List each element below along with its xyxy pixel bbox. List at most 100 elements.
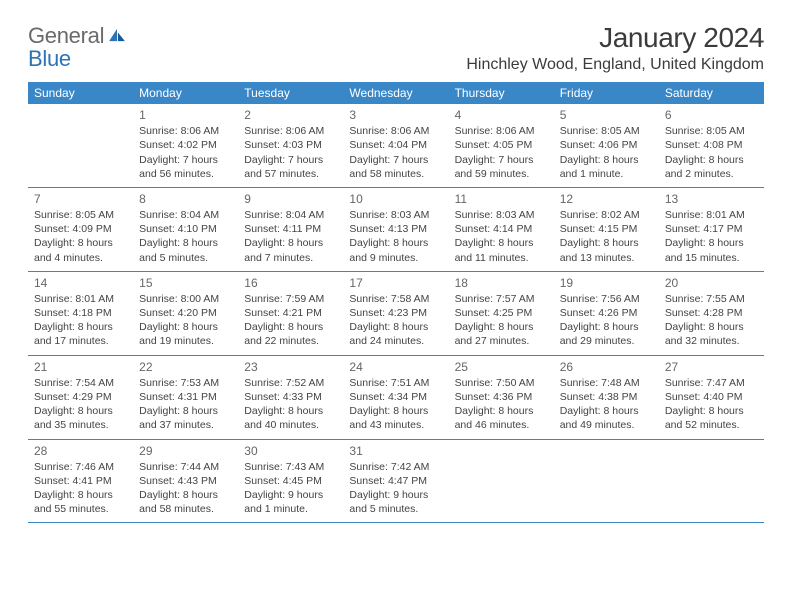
calendar-day-cell: 11Sunrise: 8:03 AMSunset: 4:14 PMDayligh… — [449, 187, 554, 271]
calendar-week-row: 28Sunrise: 7:46 AMSunset: 4:41 PMDayligh… — [28, 439, 764, 523]
day-detail-line: and 32 minutes. — [665, 334, 758, 348]
calendar-day-cell: 17Sunrise: 7:58 AMSunset: 4:23 PMDayligh… — [343, 271, 448, 355]
day-detail-line: Daylight: 8 hours — [455, 404, 548, 418]
day-detail-line: Sunset: 4:29 PM — [34, 390, 127, 404]
calendar-day-cell: 5Sunrise: 8:05 AMSunset: 4:06 PMDaylight… — [554, 104, 659, 187]
day-detail-line: Daylight: 8 hours — [139, 236, 232, 250]
day-detail-line: and 57 minutes. — [244, 167, 337, 181]
calendar-day-cell: 23Sunrise: 7:52 AMSunset: 4:33 PMDayligh… — [238, 355, 343, 439]
day-detail-line: Sunset: 4:08 PM — [665, 138, 758, 152]
day-number: 5 — [560, 107, 653, 123]
day-detail-line: and 15 minutes. — [665, 251, 758, 265]
calendar-day-cell: 28Sunrise: 7:46 AMSunset: 4:41 PMDayligh… — [28, 439, 133, 523]
day-detail-line: Sunrise: 7:52 AM — [244, 376, 337, 390]
day-detail-line: Sunset: 4:18 PM — [34, 306, 127, 320]
calendar-day-cell — [554, 439, 659, 523]
day-detail-line: and 19 minutes. — [139, 334, 232, 348]
weekday-header: Thursday — [449, 82, 554, 104]
day-number: 11 — [455, 191, 548, 207]
calendar-day-cell: 22Sunrise: 7:53 AMSunset: 4:31 PMDayligh… — [133, 355, 238, 439]
day-detail-line: Daylight: 8 hours — [34, 320, 127, 334]
calendar-day-cell: 1Sunrise: 8:06 AMSunset: 4:02 PMDaylight… — [133, 104, 238, 187]
day-detail-line: and 11 minutes. — [455, 251, 548, 265]
day-detail-line: Sunset: 4:23 PM — [349, 306, 442, 320]
day-detail-line: Sunset: 4:36 PM — [455, 390, 548, 404]
day-detail-line: Daylight: 8 hours — [244, 404, 337, 418]
day-number: 22 — [139, 359, 232, 375]
day-detail-line: Sunset: 4:04 PM — [349, 138, 442, 152]
day-detail-line: Daylight: 8 hours — [139, 404, 232, 418]
calendar-day-cell: 6Sunrise: 8:05 AMSunset: 4:08 PMDaylight… — [659, 104, 764, 187]
day-number: 3 — [349, 107, 442, 123]
day-detail-line: and 29 minutes. — [560, 334, 653, 348]
day-number: 2 — [244, 107, 337, 123]
day-detail-line: and 27 minutes. — [455, 334, 548, 348]
day-detail-line: and 35 minutes. — [34, 418, 127, 432]
calendar-week-row: 14Sunrise: 8:01 AMSunset: 4:18 PMDayligh… — [28, 271, 764, 355]
day-detail-line: Sunrise: 8:05 AM — [34, 208, 127, 222]
day-detail-line: Daylight: 8 hours — [665, 236, 758, 250]
calendar-day-cell: 14Sunrise: 8:01 AMSunset: 4:18 PMDayligh… — [28, 271, 133, 355]
weekday-header-row: Sunday Monday Tuesday Wednesday Thursday… — [28, 82, 764, 104]
calendar-day-cell: 7Sunrise: 8:05 AMSunset: 4:09 PMDaylight… — [28, 187, 133, 271]
day-detail-line: Daylight: 8 hours — [34, 236, 127, 250]
day-detail-line: Sunrise: 8:05 AM — [665, 124, 758, 138]
day-detail-line: Daylight: 8 hours — [455, 320, 548, 334]
day-detail-line: and 13 minutes. — [560, 251, 653, 265]
title-block: January 2024 Hinchley Wood, England, Uni… — [466, 22, 764, 74]
day-detail-line: Daylight: 7 hours — [244, 153, 337, 167]
day-detail-line: Sunset: 4:14 PM — [455, 222, 548, 236]
day-detail-line: and 55 minutes. — [34, 502, 127, 516]
day-detail-line: Sunset: 4:28 PM — [665, 306, 758, 320]
calendar-day-cell: 8Sunrise: 8:04 AMSunset: 4:10 PMDaylight… — [133, 187, 238, 271]
day-detail-line: Sunrise: 7:48 AM — [560, 376, 653, 390]
day-detail-line: and 40 minutes. — [244, 418, 337, 432]
day-detail-line: Sunrise: 7:47 AM — [665, 376, 758, 390]
day-detail-line: Daylight: 8 hours — [244, 320, 337, 334]
day-detail-line: Sunrise: 7:56 AM — [560, 292, 653, 306]
location: Hinchley Wood, England, United Kingdom — [466, 56, 764, 74]
weekday-header: Monday — [133, 82, 238, 104]
day-number: 10 — [349, 191, 442, 207]
day-detail-line: Sunrise: 8:04 AM — [244, 208, 337, 222]
day-detail-line: Sunset: 4:15 PM — [560, 222, 653, 236]
day-number: 9 — [244, 191, 337, 207]
day-number: 30 — [244, 443, 337, 459]
day-detail-line: Sunset: 4:03 PM — [244, 138, 337, 152]
day-detail-line: Daylight: 8 hours — [560, 153, 653, 167]
day-detail-line: Sunset: 4:26 PM — [560, 306, 653, 320]
calendar-week-row: 1Sunrise: 8:06 AMSunset: 4:02 PMDaylight… — [28, 104, 764, 187]
day-detail-line: Daylight: 9 hours — [244, 488, 337, 502]
day-number: 25 — [455, 359, 548, 375]
calendar-table: Sunday Monday Tuesday Wednesday Thursday… — [28, 82, 764, 523]
weekday-header: Friday — [554, 82, 659, 104]
calendar-day-cell: 16Sunrise: 7:59 AMSunset: 4:21 PMDayligh… — [238, 271, 343, 355]
day-detail-line: Sunrise: 8:06 AM — [244, 124, 337, 138]
day-detail-line: Sunrise: 8:02 AM — [560, 208, 653, 222]
day-detail-line: Sunrise: 7:55 AM — [665, 292, 758, 306]
day-detail-line: Sunrise: 7:50 AM — [455, 376, 548, 390]
day-detail-line: and 37 minutes. — [139, 418, 232, 432]
day-detail-line: Sunrise: 8:06 AM — [455, 124, 548, 138]
calendar-day-cell: 3Sunrise: 8:06 AMSunset: 4:04 PMDaylight… — [343, 104, 448, 187]
calendar-day-cell — [28, 104, 133, 187]
day-detail-line: Daylight: 8 hours — [665, 404, 758, 418]
day-detail-line: Sunrise: 7:53 AM — [139, 376, 232, 390]
day-detail-line: Sunset: 4:02 PM — [139, 138, 232, 152]
day-detail-line: and 2 minutes. — [665, 167, 758, 181]
day-number: 4 — [455, 107, 548, 123]
day-detail-line: Daylight: 9 hours — [349, 488, 442, 502]
day-number: 19 — [560, 275, 653, 291]
calendar-day-cell: 25Sunrise: 7:50 AMSunset: 4:36 PMDayligh… — [449, 355, 554, 439]
day-detail-line: and 5 minutes. — [349, 502, 442, 516]
day-number: 31 — [349, 443, 442, 459]
calendar-day-cell: 27Sunrise: 7:47 AMSunset: 4:40 PMDayligh… — [659, 355, 764, 439]
calendar-day-cell: 21Sunrise: 7:54 AMSunset: 4:29 PMDayligh… — [28, 355, 133, 439]
day-detail-line: Daylight: 8 hours — [139, 488, 232, 502]
day-detail-line: Sunset: 4:10 PM — [139, 222, 232, 236]
weekday-header: Tuesday — [238, 82, 343, 104]
day-detail-line: Sunrise: 7:46 AM — [34, 460, 127, 474]
day-detail-line: Daylight: 8 hours — [349, 404, 442, 418]
day-number: 29 — [139, 443, 232, 459]
day-detail-line: Sunrise: 7:54 AM — [34, 376, 127, 390]
